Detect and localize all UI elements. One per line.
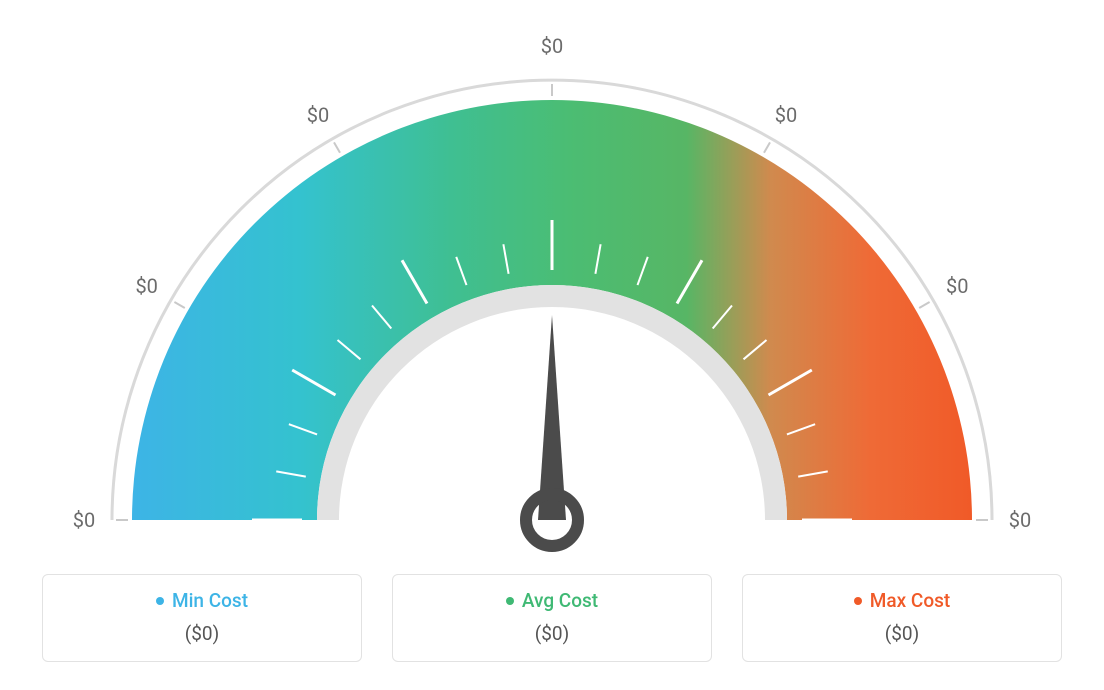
legend-label-max: Max Cost <box>870 589 950 612</box>
gauge-tick-label: $0 <box>946 274 968 298</box>
gauge-tick-label: $0 <box>135 274 157 298</box>
gauge-area: $0 $0 $0 $0 $0 $0 $0 <box>52 20 1052 560</box>
legend-row: Min Cost ($0) Avg Cost ($0) Max Cost ($0… <box>42 574 1062 662</box>
gauge-tick-label: $0 <box>541 34 563 58</box>
legend-title-min: Min Cost <box>156 589 248 612</box>
legend-title-max: Max Cost <box>854 589 950 612</box>
gauge-svg <box>52 20 1052 560</box>
legend-value-avg: ($0) <box>411 622 693 645</box>
cost-gauge-chart: $0 $0 $0 $0 $0 $0 $0 Min Cost ($0) Avg Cost ($… <box>0 0 1104 690</box>
legend-title-avg: Avg Cost <box>506 589 598 612</box>
gauge-tick-label: $0 <box>1009 508 1031 532</box>
gauge-tick-label: $0 <box>73 508 95 532</box>
legend-label-avg: Avg Cost <box>522 589 598 612</box>
legend-value-max: ($0) <box>761 622 1043 645</box>
legend-card-max: Max Cost ($0) <box>742 574 1062 662</box>
legend-value-min: ($0) <box>61 622 343 645</box>
legend-dot-max <box>854 597 862 605</box>
legend-card-min: Min Cost ($0) <box>42 574 362 662</box>
legend-label-min: Min Cost <box>172 589 248 612</box>
gauge-tick-label: $0 <box>775 103 797 127</box>
legend-dot-avg <box>506 597 514 605</box>
gauge-tick-label: $0 <box>307 103 329 127</box>
legend-card-avg: Avg Cost ($0) <box>392 574 712 662</box>
legend-dot-min <box>156 597 164 605</box>
